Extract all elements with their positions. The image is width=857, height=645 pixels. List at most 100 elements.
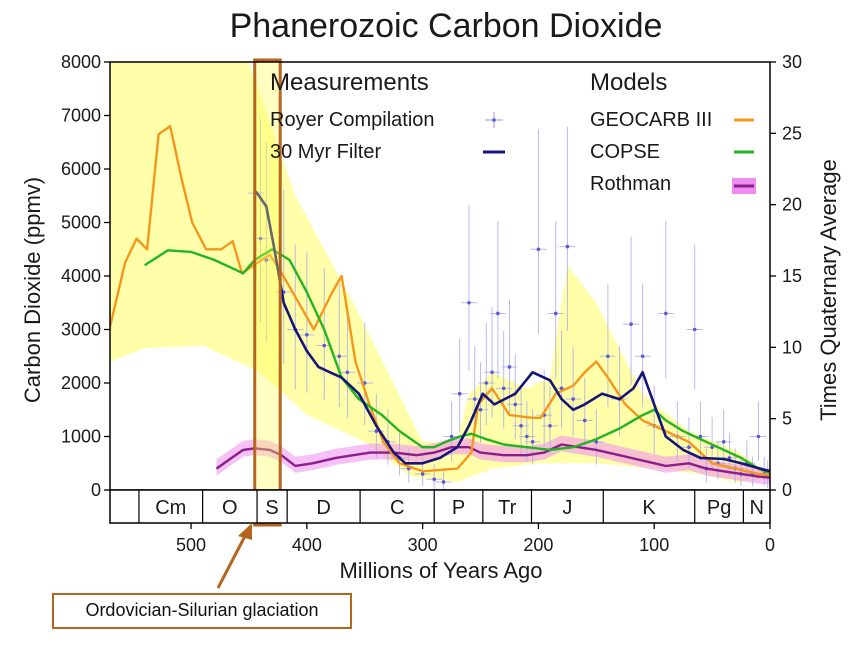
royer-point bbox=[374, 429, 379, 433]
period-bar-frame bbox=[109, 489, 771, 524]
rothman-uncertainty-band bbox=[216, 435, 770, 485]
royer-point bbox=[472, 397, 477, 401]
y-tick-label: 8000 bbox=[61, 52, 101, 72]
royer-point bbox=[420, 472, 425, 476]
period-label: Cm bbox=[155, 497, 186, 519]
royer-point bbox=[258, 236, 263, 241]
rothman-line bbox=[215, 443, 770, 479]
royer-point bbox=[501, 386, 506, 391]
period-label: N bbox=[749, 497, 763, 519]
royer-point bbox=[530, 440, 535, 444]
glaciation-callout: Ordovician-Silurian glaciation bbox=[52, 593, 352, 629]
royer-point bbox=[441, 480, 446, 484]
right-y-axis: 0 5 10 15 20 25 30 bbox=[770, 52, 802, 500]
legend-royer-label: Royer Compilation bbox=[270, 109, 435, 131]
royer-point bbox=[264, 258, 269, 262]
period-label: S bbox=[265, 497, 278, 519]
legend-measurements-title: Measurements bbox=[270, 69, 429, 96]
y2-tick-label: 0 bbox=[782, 480, 792, 500]
y-tick-label: 0 bbox=[91, 480, 101, 500]
copse-line bbox=[144, 248, 770, 475]
y2-tick-label: 5 bbox=[782, 409, 792, 429]
legend-filter-label: 30 Myr Filter bbox=[270, 141, 381, 163]
royer-point bbox=[548, 424, 552, 428]
royer-point bbox=[345, 370, 350, 375]
royer-point bbox=[513, 402, 518, 407]
royer-point bbox=[519, 424, 523, 428]
royer-point bbox=[721, 440, 726, 444]
royer-point bbox=[553, 311, 558, 316]
x-tick-label: 100 bbox=[639, 535, 669, 555]
period-label: Tr bbox=[498, 497, 516, 519]
royer-point bbox=[490, 370, 494, 375]
period-label: P bbox=[452, 497, 465, 519]
royer-point bbox=[698, 434, 703, 439]
royer-point bbox=[457, 391, 462, 396]
royer-point bbox=[710, 445, 714, 450]
royer-point bbox=[663, 311, 668, 316]
royer-point bbox=[507, 365, 512, 369]
y-tick-label: 4000 bbox=[61, 266, 101, 286]
royer-point bbox=[484, 381, 489, 385]
y2-tick-label: 30 bbox=[782, 52, 802, 72]
royer-point bbox=[594, 440, 599, 444]
legend: Measurements Royer Compilation 30 Myr Fi… bbox=[270, 69, 756, 195]
royer-point bbox=[449, 434, 454, 439]
royer-point bbox=[337, 354, 342, 359]
y2-tick-label: 10 bbox=[782, 337, 802, 357]
royer-point bbox=[559, 386, 564, 391]
y-tick-label: 6000 bbox=[61, 159, 101, 179]
y2-tick-label: 15 bbox=[782, 266, 802, 286]
legend-models-title: Models bbox=[590, 69, 667, 96]
uncertainty-band bbox=[110, 62, 770, 482]
legend-copse-label: COPSE bbox=[590, 141, 660, 163]
period-label: D bbox=[316, 497, 330, 519]
glaciation-highlight-fill bbox=[254, 60, 281, 525]
y-axis-label: Carbon Dioxide (ppmv) bbox=[20, 177, 45, 403]
x-tick-label: 200 bbox=[523, 535, 553, 555]
royer-point bbox=[571, 397, 575, 401]
royer-point bbox=[536, 247, 541, 252]
royer-point bbox=[756, 434, 761, 439]
royer-point bbox=[565, 244, 570, 249]
filter-line bbox=[254, 190, 770, 473]
y2-tick-label: 25 bbox=[782, 123, 802, 143]
period-label: O bbox=[222, 497, 238, 519]
y2-tick-label: 20 bbox=[782, 195, 802, 215]
geologic-period-bar: Cm O S D C P Tr J K Pg N bbox=[109, 489, 771, 524]
royer-point bbox=[496, 311, 500, 316]
royer-point bbox=[305, 333, 309, 337]
legend-royer-swatch bbox=[485, 112, 503, 128]
left-y-axis: 0 1000 2000 3000 4000 5000 6000 7000 8000 bbox=[61, 52, 110, 500]
period-label: C bbox=[390, 497, 404, 519]
x-axis-label: Millions of Years Ago bbox=[339, 558, 542, 583]
royer-point bbox=[687, 445, 691, 450]
x-axis: 500 400 300 200 100 0 bbox=[176, 523, 775, 555]
chart-title: Phanerozoic Carbon Dioxide bbox=[230, 7, 663, 45]
royer-point bbox=[525, 434, 529, 439]
royer-point bbox=[322, 343, 327, 348]
royer-point bbox=[692, 327, 697, 332]
royer-point bbox=[478, 407, 483, 412]
y-tick-label: 7000 bbox=[61, 106, 101, 126]
royer-point bbox=[629, 322, 633, 326]
callout-pointer bbox=[216, 523, 252, 589]
plot-area bbox=[109, 58, 771, 527]
x-tick-label: 400 bbox=[292, 535, 322, 555]
y-tick-label: 2000 bbox=[61, 373, 101, 393]
period-label: J bbox=[562, 497, 572, 519]
legend-geocarb-label: GEOCARB III bbox=[590, 109, 712, 131]
y2-axis-label: Times Quaternary Average bbox=[816, 159, 841, 421]
x-tick-label: 500 bbox=[176, 535, 206, 555]
plot-inner bbox=[110, 62, 770, 490]
x-tick-label: 0 bbox=[765, 535, 775, 555]
legend-rothman-swatch bbox=[732, 178, 756, 194]
royer-point bbox=[467, 300, 471, 305]
y-tick-label: 1000 bbox=[61, 427, 101, 447]
period-label: Pg bbox=[707, 497, 731, 519]
legend-rothman-label: Rothman bbox=[590, 173, 671, 195]
geocarb-line bbox=[110, 125, 770, 477]
y-tick-label: 5000 bbox=[61, 213, 101, 233]
royer-point bbox=[582, 418, 587, 423]
